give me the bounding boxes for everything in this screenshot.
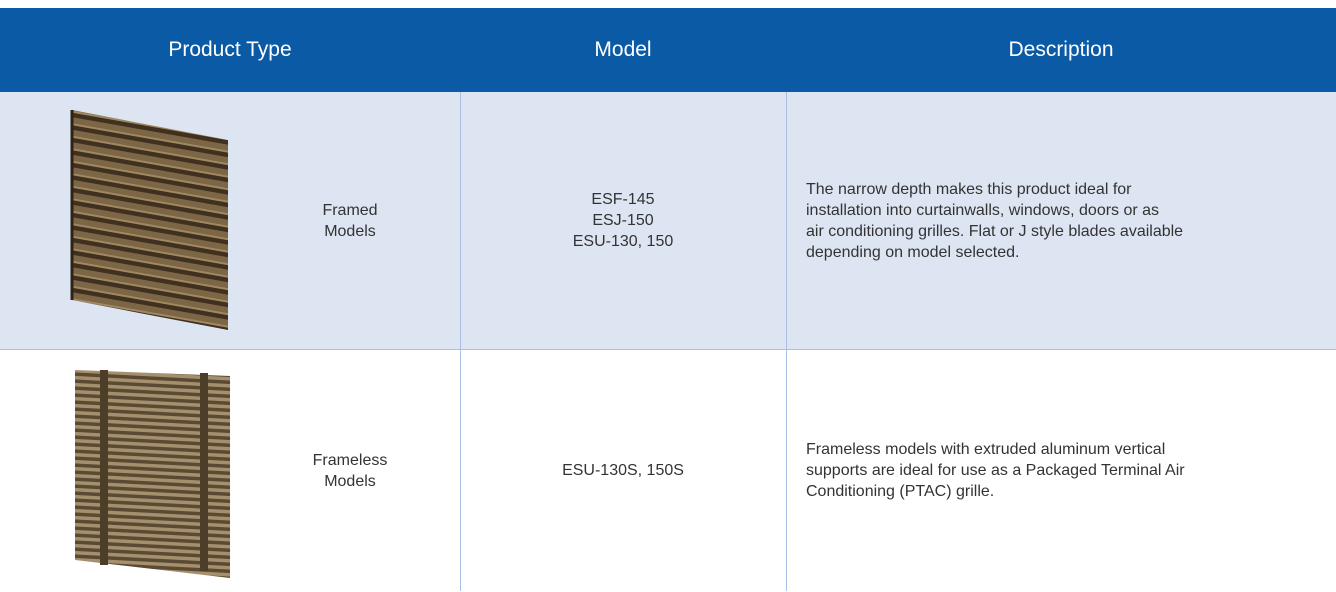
- text-line: Models: [324, 222, 376, 240]
- framed-louver-image: [72, 110, 228, 330]
- louver-support: [200, 373, 208, 571]
- text-line: ESJ-150: [592, 212, 654, 229]
- text-line: ESU-130S, 150S: [562, 462, 684, 479]
- text-line: Framed: [322, 201, 378, 219]
- product-type-cell: Frameless Models: [250, 350, 450, 591]
- text-line: depending on model selected.: [806, 243, 1020, 261]
- louver-support: [100, 370, 108, 565]
- text-line: air conditioning grilles. Flat or J styl…: [806, 222, 1184, 240]
- text-line: ESU-130, 150: [572, 233, 674, 250]
- model-cell: ESF-145 ESJ-150 ESU-130, 150: [460, 92, 786, 349]
- product-images: [70, 110, 230, 578]
- text-line: installation into curtainwalls, windows,…: [806, 201, 1160, 219]
- text-line: supports are ideal for use as a Packaged…: [806, 462, 1185, 479]
- header-cell: Description: [786, 8, 1336, 92]
- header-cell: Product Type: [0, 8, 460, 92]
- text-line: Frameless models with extruded aluminum …: [806, 441, 1166, 458]
- text-line: The narrow depth makes this product idea…: [806, 180, 1132, 198]
- text-line: Models: [324, 472, 376, 490]
- product-type-cell: Framed Models: [250, 92, 450, 349]
- frameless-louver-image: [75, 370, 230, 578]
- text-line: Conditioning (PTAC) grille.: [806, 483, 995, 500]
- description-cell: The narrow depth makes this product idea…: [806, 92, 1326, 349]
- column-divider: [460, 92, 461, 591]
- column-divider: [786, 92, 787, 591]
- description-cell: Frameless models with extruded aluminum …: [806, 350, 1326, 591]
- model-cell: ESU-130S, 150S: [460, 350, 786, 591]
- text-line: Frameless: [312, 451, 388, 469]
- text-line: ESF-145: [591, 191, 655, 208]
- header-cell: Model: [460, 8, 786, 92]
